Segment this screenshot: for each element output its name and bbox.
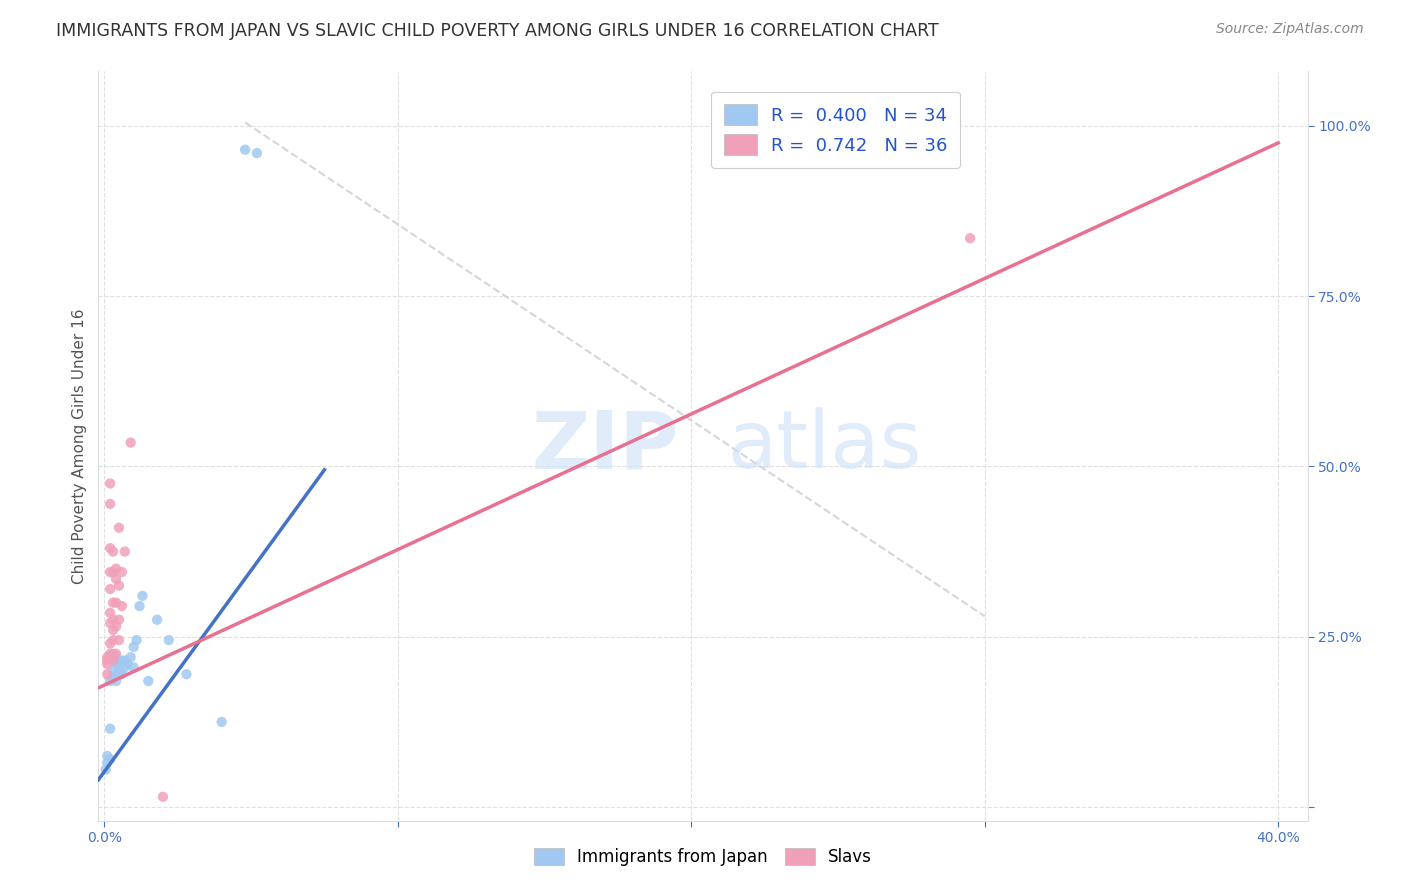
Point [96,667,118,681]
Text: Source: ZipAtlas.com: Source: ZipAtlas.com [1216,22,1364,37]
Point [98,673,121,688]
Point [96,657,118,671]
Point [108,667,131,681]
Point [105,673,128,688]
Point [108,633,131,648]
Point [105,657,128,671]
Point [108,664,131,678]
Point [98,565,121,579]
Point [96,654,118,668]
Point [96,756,118,770]
Point [108,521,131,535]
Point [96,650,118,665]
Point [105,650,128,665]
Point [136,673,159,688]
Point [98,752,121,766]
Point [114,544,136,558]
Text: atlas: atlas [727,407,921,485]
Point [176,667,198,681]
Point [114,660,136,674]
Point [108,667,131,681]
Point [101,613,124,627]
Point [94,763,117,777]
Point [101,565,124,579]
Point [111,565,134,579]
Text: ZIP: ZIP [531,407,679,485]
Point [98,476,121,491]
Point [96,748,118,763]
Point [122,640,145,654]
Point [101,623,124,637]
Point [98,541,121,556]
Point [101,671,124,685]
Point [108,613,131,627]
Point [101,647,124,661]
Point [122,660,145,674]
Point [105,647,128,661]
Legend: Immigrants from Japan, Slavs: Immigrants from Japan, Slavs [526,840,880,875]
Point [105,619,128,633]
Point [111,599,134,613]
Point [959,231,981,245]
Point [131,589,153,603]
Point [246,146,269,161]
Point [105,572,128,586]
Point [105,561,128,575]
Point [114,654,136,668]
Point [128,599,150,613]
Point [105,654,128,668]
Point [101,633,124,648]
Text: IMMIGRANTS FROM JAPAN VS SLAVIC CHILD POVERTY AMONG GIRLS UNDER 16 CORRELATION C: IMMIGRANTS FROM JAPAN VS SLAVIC CHILD PO… [56,22,939,40]
Point [111,654,134,668]
Point [101,664,124,678]
Point [101,544,124,558]
Point [157,633,180,648]
Point [98,582,121,596]
Point [152,789,174,804]
Legend: R =  0.400   N = 34, R =  0.742   N = 36: R = 0.400 N = 34, R = 0.742 N = 36 [711,92,960,168]
Point [98,616,121,631]
Y-axis label: Child Poverty Among Girls Under 16: Child Poverty Among Girls Under 16 [72,309,87,583]
Point [101,654,124,668]
Point [98,647,121,661]
Point [108,660,131,674]
Point [111,667,134,681]
Point [125,633,148,648]
Point [108,579,131,593]
Point [98,722,121,736]
Point [120,650,142,665]
Point [101,596,124,610]
Point [98,497,121,511]
Point [98,636,121,650]
Point [117,657,139,671]
Point [120,435,142,450]
Point [211,714,233,729]
Point [146,613,169,627]
Point [233,143,256,157]
Point [98,606,121,620]
Point [105,596,128,610]
